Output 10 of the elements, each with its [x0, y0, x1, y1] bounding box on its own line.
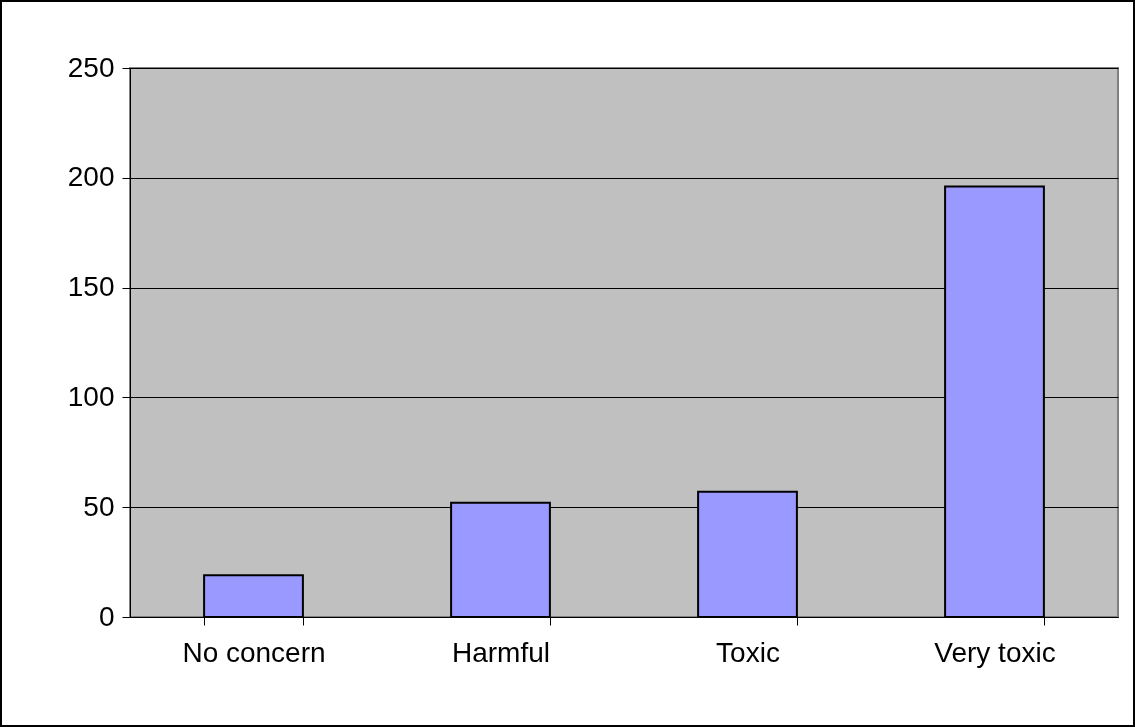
x-tick-label: No concern [182, 636, 326, 668]
y-tick-label: 100 [67, 380, 115, 412]
y-tick-label: 200 [67, 161, 115, 193]
y-tick-label: 50 [83, 490, 115, 522]
x-tick-label: Very toxic [934, 636, 1056, 668]
y-tick-label: 150 [67, 271, 115, 303]
x-tick-label: Harmful [451, 636, 551, 668]
y-tick-label: 0 [98, 600, 115, 632]
x-tick-label: Toxic [716, 636, 780, 668]
y-tick-label: 250 [67, 51, 115, 83]
